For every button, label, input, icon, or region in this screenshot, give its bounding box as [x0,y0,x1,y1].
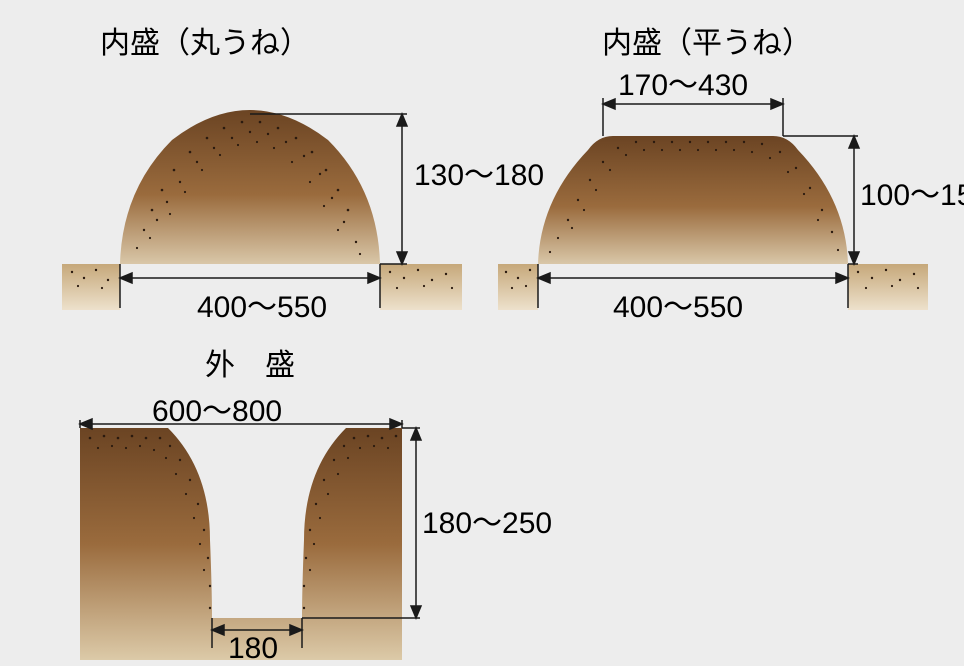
diagram-outer-ridge: 600〜800 180〜250 180 [60,380,580,660]
outer-ridge-bottom-width-label: 180 [228,632,278,666]
outer-ridge-top-width-label: 600〜800 [152,386,282,430]
round-ridge-width-label: 400〜550 [197,282,327,326]
diagram-flat-ridge: 400〜550 100〜150 170〜430 [498,70,928,310]
flat-ridge-title: 内盛（平うね） [602,18,812,62]
flat-ridge-top-width-label: 170〜430 [618,60,748,104]
flat-ridge-height-label: 100〜150 [860,170,964,214]
diagram-round-ridge: 400〜550 130〜180 [62,70,462,310]
flat-ridge-width-label: 400〜550 [613,282,743,326]
outer-ridge-title: 外 盛 [205,340,295,384]
outer-ridge-height-label: 180〜250 [422,498,552,542]
round-ridge-svg [62,70,462,310]
round-ridge-title: 内盛（丸うね） [100,18,310,62]
